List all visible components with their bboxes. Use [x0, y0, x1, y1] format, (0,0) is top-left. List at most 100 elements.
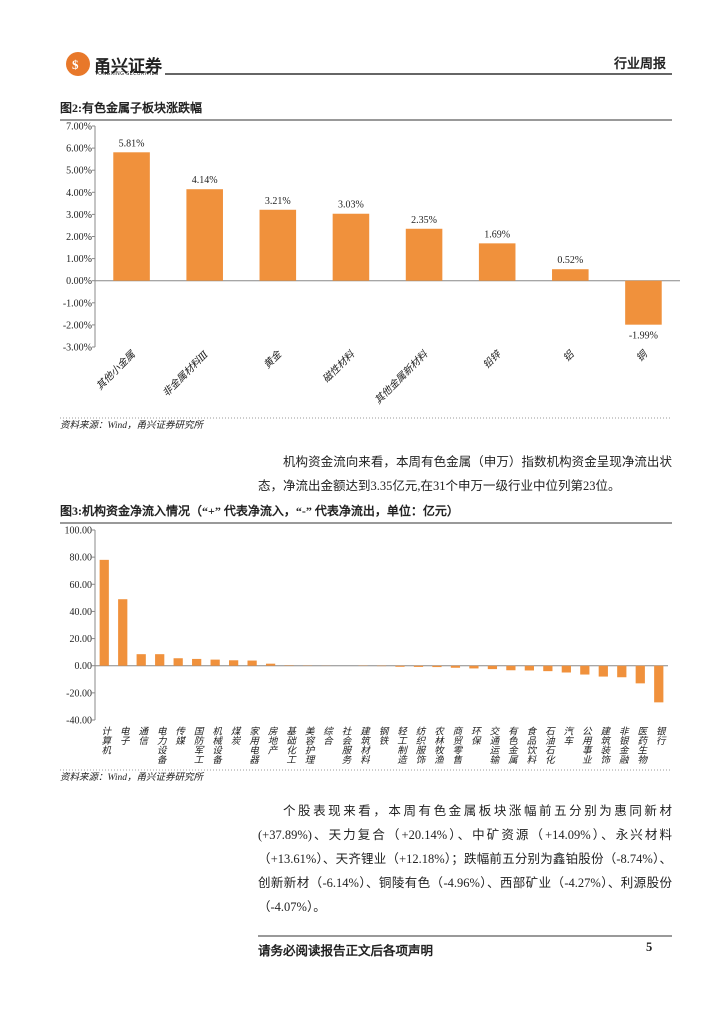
x-tick-label: 石油石化 [543, 726, 555, 764]
y-tick-label: 40.00 [70, 607, 93, 618]
y-tick-label: -1.00% [63, 298, 92, 309]
y-tick-label: -2.00% [63, 320, 92, 331]
x-tick-label: 农林牧渔 [432, 726, 444, 764]
y-tick-label: 1.00% [66, 254, 92, 265]
y-tick-label: 20.00 [70, 634, 93, 645]
y-tick-label: 4.00% [66, 188, 92, 199]
bar [395, 665, 405, 667]
bar [173, 658, 183, 666]
bar [186, 189, 223, 281]
x-tick-label: 交通运输 [487, 725, 499, 764]
bar [113, 152, 150, 281]
bar [469, 665, 479, 669]
x-tick-label: 铝 [561, 348, 577, 364]
chart-title: 图3:机构资金净流入情况（“+” 代表净流入，“-” 代表净流出，单位：亿元） [60, 503, 459, 518]
bar [524, 665, 534, 671]
value-label: 1.69% [484, 229, 510, 240]
value-label: 0.52% [557, 255, 583, 266]
x-tick-label: 食品饮料 [524, 725, 536, 764]
x-tick-label: 社会服务 [340, 725, 352, 764]
x-tick-label: 环保 [469, 726, 481, 745]
value-label: 3.21% [265, 196, 291, 207]
bar [635, 665, 645, 684]
logo-subtext: YONGXING SECURITIES [95, 71, 159, 77]
x-tick-label: 非金属材料Ⅲ [160, 348, 211, 399]
x-tick-label: 商贸零售 [450, 725, 462, 764]
bar [478, 243, 516, 281]
value-label: 3.03% [338, 200, 364, 211]
y-tick-label: 100.00 [65, 526, 93, 537]
value-label: 2.35% [411, 215, 437, 226]
bar [598, 665, 608, 677]
x-tick-label: 基础化工 [284, 726, 296, 764]
bar [136, 654, 146, 666]
value-label: 4.14% [192, 175, 218, 186]
x-tick-label: 传媒 [173, 726, 185, 745]
x-tick-label: 钢铁 [377, 726, 388, 745]
x-tick-label: 医药生物 [635, 726, 647, 764]
x-tick-label: 汽车 [561, 726, 573, 745]
paragraph: 个股表现来看，本周有色金属板块涨幅前五分别为惠同新材(+37.89%)、天力复合… [258, 804, 672, 914]
x-tick-label: 银行 [654, 726, 665, 745]
value-label: 5.81% [119, 138, 145, 149]
y-tick-label: 80.00 [70, 553, 93, 564]
x-tick-label: 其他金属新材料 [372, 348, 431, 407]
x-tick-label: 其他小金属 [94, 348, 139, 393]
bar [580, 665, 590, 675]
bar [487, 665, 498, 670]
bar [506, 665, 516, 671]
y-tick-label: 3.00% [66, 210, 92, 221]
bar [155, 654, 165, 666]
chart-title: 图2:有色金属子板块涨跌幅 [60, 100, 202, 115]
bar [99, 559, 109, 666]
bar [552, 269, 589, 281]
x-tick-label: 轻工制造 [395, 726, 407, 764]
bar [617, 665, 627, 678]
bar [543, 665, 553, 672]
bar [265, 663, 276, 666]
y-tick-label: 7.00% [66, 122, 92, 133]
y-tick-label: 6.00% [66, 144, 92, 155]
logo-glyph: $ [72, 57, 79, 72]
x-tick-label: 纺织服饰 [413, 726, 425, 764]
value-label: -1.99% [629, 331, 658, 342]
bar [625, 280, 662, 325]
x-tick-label: 煤炭 [229, 726, 241, 745]
x-tick-label: 国防军工 [192, 726, 204, 764]
page-number: 5 [646, 940, 653, 954]
x-tick-label: 建筑装饰 [598, 726, 610, 764]
x-tick-label: 电力设备 [155, 726, 167, 764]
y-tick-label: -3.00% [63, 343, 92, 354]
y-tick-label: 5.00% [66, 166, 92, 177]
y-tick-label: -20.00 [66, 688, 92, 699]
y-tick-label: -40.00 [66, 716, 92, 727]
bar [654, 665, 664, 703]
paragraph: 机构资金流向来看，本周有色金属（申万）指数机构资金呈现净流出状态，净流出金额达到… [258, 455, 672, 493]
bar [259, 209, 297, 281]
bar [413, 665, 424, 667]
logo-text: 甬兴证券 [94, 57, 162, 77]
y-tick-label: 0.00% [66, 276, 92, 287]
bar [192, 658, 202, 666]
x-tick-label: 黄金 [261, 347, 285, 371]
bar [561, 665, 571, 673]
x-tick-label: 机械设备 [210, 726, 222, 764]
y-tick-label: 60.00 [70, 580, 93, 591]
bar [229, 660, 239, 666]
x-tick-label: 非银金融 [617, 726, 629, 764]
x-tick-label: 有色金属 [506, 726, 518, 764]
x-tick-label: 通信 [136, 726, 148, 745]
x-tick-label: 磁性材料 [320, 348, 357, 385]
bar [210, 659, 220, 666]
source-note: 资料来源：Wind，甬兴证券研究所 [60, 771, 205, 783]
bar [332, 213, 370, 281]
report-type: 行业周报 [614, 56, 667, 71]
y-tick-label: 2.00% [66, 232, 92, 243]
x-tick-label: 铜 [634, 347, 651, 364]
x-tick-label: 铅锌 [481, 347, 505, 371]
bar [118, 599, 128, 666]
bar [247, 660, 257, 666]
x-tick-label: 公用事业 [580, 726, 592, 764]
x-tick-label: 房地产 [266, 726, 278, 755]
